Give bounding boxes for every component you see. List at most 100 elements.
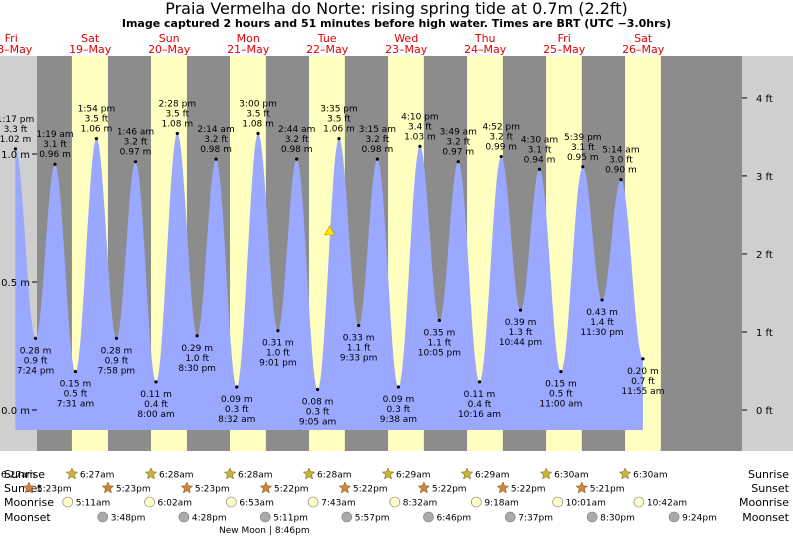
tide-point (53, 162, 57, 166)
high-tide-label: 2:44 am (278, 125, 315, 135)
high-tide-label: 3.5 ft (165, 110, 189, 120)
low-tide-label: 9:33 pm (340, 354, 378, 364)
tide-point (456, 160, 460, 164)
tide-point (33, 336, 38, 340)
moonrise-time: 10:42am (647, 499, 687, 509)
moonset-icon (259, 511, 271, 523)
high-tide-label: 4:10 pm (401, 112, 439, 122)
sunrise-time: 6:29am (475, 471, 510, 481)
moonset-icon (668, 511, 680, 523)
high-tide-label: 3.5 ft (85, 115, 109, 125)
moonrise-time: 6:02am (158, 499, 193, 509)
tide-point (641, 357, 645, 361)
sunrise-icon (144, 467, 158, 480)
moonrise-icon (471, 496, 482, 508)
moonrise-time: 7:43am (321, 499, 356, 509)
sunset-time: 5:22pm (432, 485, 467, 495)
high-tide-label: 3.2 ft (124, 138, 148, 148)
high-tide-label: 0.98 m (281, 145, 313, 155)
tide-point (114, 336, 119, 340)
moonrise-icon (307, 496, 319, 508)
day-date-label: 25–May (543, 43, 586, 56)
moonrise-icon (633, 496, 645, 508)
high-tide-label: 3:49 am (440, 128, 477, 138)
page-subtitle: Image captured 2 hours and 51 minutes be… (121, 17, 672, 30)
high-tide-label: 3:35 pm (320, 105, 358, 115)
tide-point (418, 144, 422, 148)
sunrise-icon (302, 467, 316, 480)
day-weekday-label: Tue (317, 32, 337, 45)
low-tide-label: 0.15 m (60, 380, 92, 390)
high-tide-label: 4:30 am (521, 135, 558, 145)
low-tide-label: 7:31 am (57, 400, 94, 410)
low-tide-label: 8:30 pm (178, 364, 216, 374)
tide-point (518, 308, 523, 312)
low-tide-label: 0.35 m (424, 328, 456, 338)
tide-point (600, 298, 604, 302)
moonset-icon (586, 511, 598, 523)
moonset-time: 5:57pm (355, 514, 390, 524)
sunset-icon (496, 481, 510, 494)
sunset-time: 5:21pm (590, 485, 625, 495)
high-tide-label: 0.94 m (524, 155, 556, 165)
high-tide-label: 1.03 m (404, 132, 436, 142)
moonset-time: 8:30pm (600, 514, 635, 524)
sunset-icon (338, 481, 352, 494)
day-date-label: 18–May (0, 43, 33, 56)
low-tide-label: 0.09 m (383, 395, 415, 405)
low-tide-label: 1.0 ft (266, 349, 290, 359)
tide-point (13, 147, 18, 151)
high-tide-label: 3:15 am (359, 125, 396, 135)
day-date-label: 21–May (227, 43, 270, 56)
moonrise-icon (552, 496, 563, 508)
low-tide-label: 0.3 ft (225, 405, 249, 415)
low-tide-label: 9:01 pm (259, 359, 297, 369)
tide-point (175, 131, 179, 136)
sunset-time: 5:22pm (274, 485, 309, 495)
low-tide-label: 0.43 m (586, 308, 618, 318)
tide-point (437, 318, 441, 322)
day-weekday-label: Fri (5, 32, 18, 45)
tide-point (195, 334, 199, 338)
low-tide-label: 0.31 m (262, 339, 294, 349)
y-tick-label-m: 1.0 m (1, 150, 30, 161)
moonrise-icon (144, 496, 155, 508)
high-tide-label: 0.97 m (442, 148, 474, 158)
low-tide-label: 0.11 m (464, 390, 496, 400)
low-tide-label: 0.29 m (181, 344, 213, 354)
high-tide-label: 0.98 m (362, 145, 394, 155)
moonrise-row-label-right: Moonrise (739, 496, 789, 509)
high-tide-label: 3:00 pm (239, 100, 277, 110)
moonset-time: 3:48pm (111, 514, 146, 524)
sunrise-time: 6:30am (633, 471, 668, 481)
low-tide-label: 0.11 m (140, 390, 172, 400)
sunrise-icon (223, 467, 237, 480)
tide-point (477, 380, 482, 384)
day-date-label: 19–May (69, 43, 112, 56)
tide-point (256, 131, 260, 136)
moonrise-icon (226, 496, 237, 508)
low-tide-label: 0.33 m (343, 334, 375, 344)
day-date-label: 26–May (622, 43, 665, 56)
tide-point (73, 370, 78, 374)
sunrise-time: 6:30am (554, 471, 589, 481)
high-tide-label: 0.90 m (605, 166, 637, 176)
moonset-row-label-right: Moonset (742, 511, 789, 524)
day-date-label: 24–May (464, 43, 507, 56)
sunset-row-label-right: Sunset (751, 482, 789, 495)
y-tick-label-ft: 2 ft (756, 250, 773, 261)
sunrise-time: 6:29am (396, 471, 431, 481)
low-tide-label: 0.20 m (627, 367, 659, 377)
low-tide-label: 0.3 ft (306, 408, 330, 418)
low-tide-label: 8:00 am (137, 410, 174, 420)
moonrise-row-label-left: Moonrise (4, 496, 54, 509)
high-tide-label: 3.2 ft (446, 138, 470, 148)
moonrise-icon (389, 496, 401, 508)
day-weekday-label: Sat (81, 32, 100, 45)
low-tide-label: 0.15 m (545, 380, 577, 390)
low-tide-label: 9:05 am (299, 418, 336, 428)
sunset-time: 5:22pm (353, 485, 388, 495)
day-date-label: 20–May (148, 43, 191, 56)
sunset-time: 5:23pm (37, 485, 72, 495)
high-tide-label: 3.2 ft (285, 135, 309, 145)
